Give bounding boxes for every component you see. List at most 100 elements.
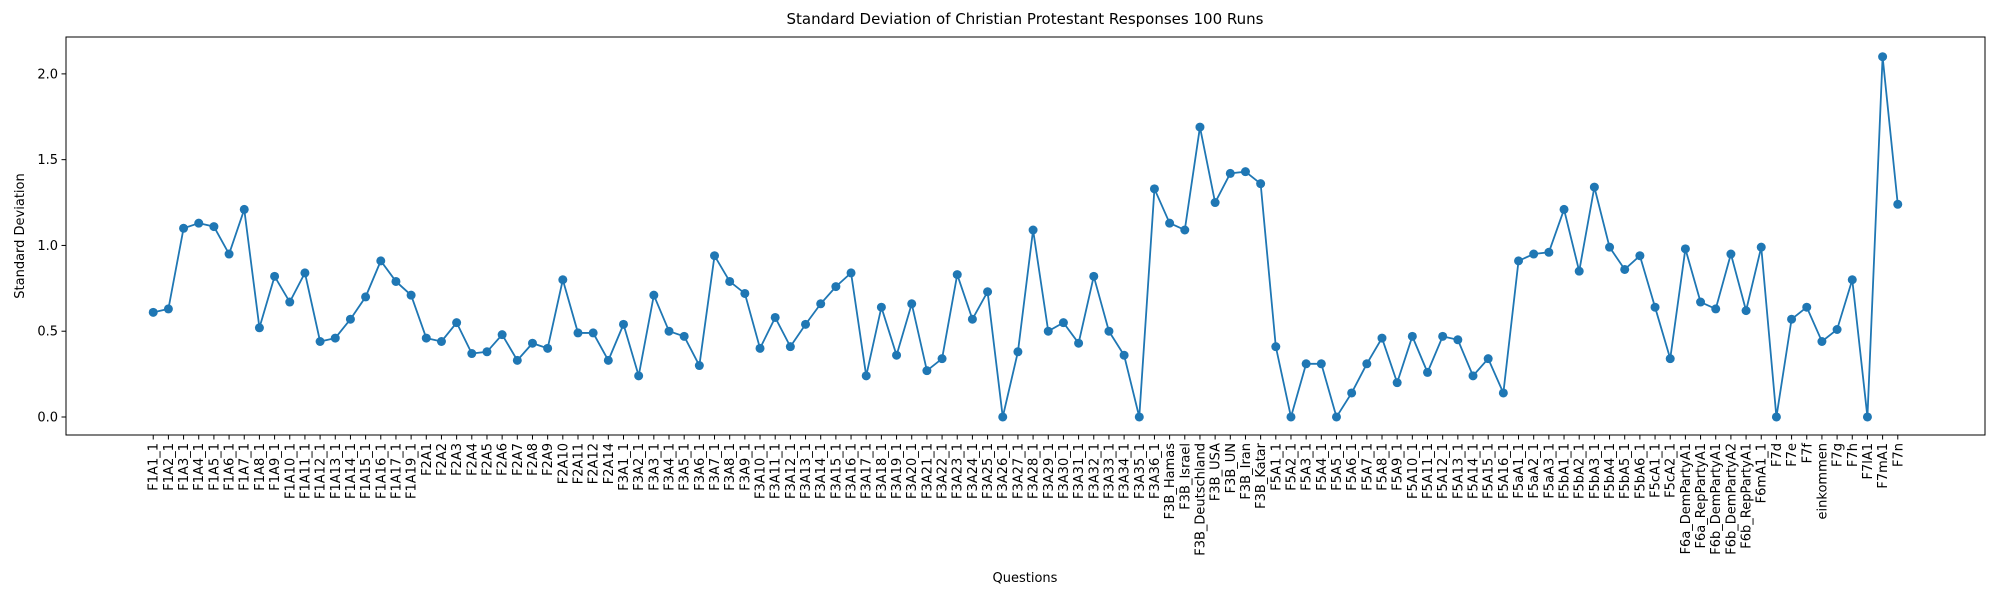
x-tick-label: F5bA1_1: [1558, 443, 1573, 499]
x-tick-label: F7d: [1770, 443, 1785, 467]
x-tick-label: F5A11_1: [1421, 443, 1436, 499]
x-tick-label: F3A22_1: [936, 443, 951, 499]
x-tick-label: F5A13_1: [1451, 443, 1466, 499]
data-point: [1210, 198, 1220, 208]
data-point: [148, 307, 158, 317]
data-point: [755, 343, 765, 353]
x-tick-label: F7f: [1800, 443, 1815, 464]
x-tick-label: F3A20_1: [905, 443, 920, 499]
data-point: [315, 337, 325, 347]
x-tick-label: F1A14_1: [344, 443, 359, 499]
data-point: [998, 412, 1008, 422]
x-tick-label: F5A14_1: [1467, 443, 1482, 499]
data-point: [694, 361, 704, 371]
data-point: [831, 282, 841, 292]
y-tick-label: 0.0: [37, 410, 58, 425]
x-tick-label: F1A7_1: [238, 443, 253, 491]
x-tick-label: F3B_UN: [1224, 443, 1239, 493]
x-tick-label: F3A15_1: [829, 443, 844, 499]
data-point: [1605, 242, 1615, 252]
x-tick-label: F5bA5_1: [1618, 443, 1633, 499]
x-tick-label: F2A9: [541, 443, 556, 476]
x-tick-label: F5aA3_1: [1542, 443, 1557, 499]
data-point: [1756, 242, 1766, 252]
data-point: [1240, 167, 1250, 177]
data-point: [179, 223, 189, 233]
data-point: [816, 299, 826, 309]
x-tick-label: F5bA3_1: [1588, 443, 1603, 499]
data-point: [1392, 378, 1402, 388]
data-point: [573, 328, 583, 338]
data-point: [801, 319, 811, 329]
x-tick-label: F7lA1: [1861, 443, 1876, 480]
data-point: [634, 371, 644, 381]
data-point: [1483, 354, 1493, 364]
data-point: [345, 314, 355, 324]
data-point: [876, 302, 886, 312]
x-tick-label: F3A2_1: [632, 443, 647, 491]
x-tick-label: F6b_RepPartyA1: [1740, 443, 1755, 549]
data-point: [300, 268, 310, 278]
x-tick-label: F3A17_1: [860, 443, 875, 499]
data-point: [1589, 182, 1599, 192]
data-point: [1104, 326, 1114, 336]
x-tick-label: F2A12: [587, 443, 602, 484]
data-point: [391, 276, 401, 286]
x-tick-label: F6a_RepPartyA1: [1694, 443, 1709, 548]
x-tick-label: F2A6: [496, 443, 511, 476]
data-point: [543, 343, 553, 353]
x-tick-label: F6mA1_1: [1755, 443, 1770, 503]
data-point: [1331, 412, 1341, 422]
x-tick-label: F3A21_1: [920, 443, 935, 499]
x-tick-label: F3A27_1: [1011, 443, 1026, 499]
data-point: [1043, 326, 1053, 336]
x-tick-label: F5A15_1: [1482, 443, 1497, 499]
x-tick-label: F3A16_1: [845, 443, 860, 499]
x-tick-label: F6b_DemPartyA1: [1709, 443, 1724, 555]
data-point: [1028, 225, 1038, 235]
data-point: [254, 323, 264, 333]
x-tick-label: F3A23_1: [951, 443, 966, 499]
x-tick-label: F2A2: [435, 443, 450, 476]
data-point: [239, 204, 249, 214]
data-point: [285, 297, 295, 307]
x-tick-label: F1A10_1: [283, 443, 298, 499]
data-point: [1696, 297, 1706, 307]
data-point: [421, 333, 431, 343]
x-tick-label: F1A9_1: [268, 443, 283, 491]
data-point: [1771, 412, 1781, 422]
x-tick-label: F7g: [1831, 443, 1846, 467]
data-point: [1316, 359, 1326, 369]
chart-title: Standard Deviation of Christian Protesta…: [787, 10, 1264, 28]
x-tick-label: F7e: [1785, 443, 1800, 467]
x-tick-label: F3A26_1: [996, 443, 1011, 499]
data-point: [967, 314, 977, 324]
data-point: [1574, 266, 1584, 276]
x-tick-label: F2A3: [450, 443, 465, 476]
data-point: [436, 337, 446, 347]
x-tick-label: F7h: [1846, 443, 1861, 467]
x-tick-label: F1A3_1: [177, 443, 192, 491]
x-tick-label: F5A10_1: [1406, 443, 1421, 499]
data-point: [209, 222, 219, 232]
x-tick-label: F3A36_1: [1148, 443, 1163, 499]
data-point: [710, 251, 720, 261]
x-tick-label: F6a_DemPartyA1: [1679, 443, 1694, 554]
x-tick-label: F1A13_1: [329, 443, 344, 499]
data-point: [1134, 412, 1144, 422]
x-tick-label: F7mA1: [1876, 443, 1891, 489]
data-point: [861, 371, 871, 381]
data-point: [1256, 179, 1266, 189]
data-point: [1862, 412, 1872, 422]
x-tick-label: F5A8_1: [1375, 443, 1390, 491]
data-point: [1074, 338, 1084, 348]
data-point: [527, 338, 537, 348]
x-tick-label: F3A4_1: [663, 443, 678, 491]
data-point: [1832, 324, 1842, 334]
data-point: [1468, 371, 1478, 381]
x-tick-label: F3A29_1: [1042, 443, 1057, 499]
x-tick-label: F5bA6_1: [1633, 443, 1648, 499]
data-point: [1149, 184, 1159, 194]
data-point: [618, 319, 628, 329]
data-point: [588, 328, 598, 338]
